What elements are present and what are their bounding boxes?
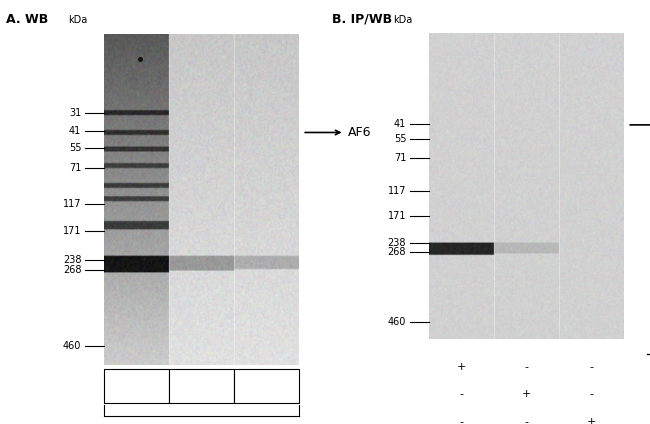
Text: 41: 41 xyxy=(69,126,81,137)
Bar xyxy=(234,369,299,403)
Text: kDa: kDa xyxy=(68,15,88,25)
Text: -: - xyxy=(460,417,463,424)
Text: 5: 5 xyxy=(263,381,270,391)
Bar xyxy=(104,369,169,403)
Text: -: - xyxy=(590,362,593,372)
Text: 55: 55 xyxy=(69,143,81,153)
Text: kDa: kDa xyxy=(393,15,413,25)
Text: -: - xyxy=(525,362,528,372)
Text: -: - xyxy=(460,389,463,399)
Text: +: + xyxy=(457,362,466,372)
Text: 268: 268 xyxy=(388,247,406,257)
Text: 268: 268 xyxy=(63,265,81,275)
Text: 460: 460 xyxy=(63,341,81,351)
Text: 171: 171 xyxy=(63,226,81,236)
Bar xyxy=(429,34,624,339)
Text: 117: 117 xyxy=(63,199,81,209)
Text: 171: 171 xyxy=(388,211,406,220)
Text: +: + xyxy=(522,389,531,399)
Text: +: + xyxy=(587,417,596,424)
Text: 55: 55 xyxy=(394,134,406,144)
Text: -: - xyxy=(525,417,528,424)
Bar xyxy=(104,34,299,365)
Text: 50: 50 xyxy=(129,381,144,391)
Bar xyxy=(169,369,234,403)
Text: 238: 238 xyxy=(63,256,81,265)
Text: B. IP/WB: B. IP/WB xyxy=(332,13,391,26)
Text: A. WB: A. WB xyxy=(6,13,49,26)
Text: 460: 460 xyxy=(388,318,406,327)
Text: 238: 238 xyxy=(388,238,406,248)
Text: 31: 31 xyxy=(69,108,81,118)
Text: 117: 117 xyxy=(388,186,406,196)
Text: AF6: AF6 xyxy=(348,126,371,139)
Text: 41: 41 xyxy=(394,119,406,129)
Text: 71: 71 xyxy=(394,153,406,162)
Text: 15: 15 xyxy=(194,381,209,391)
Text: -: - xyxy=(590,389,593,399)
Text: 71: 71 xyxy=(69,163,81,173)
